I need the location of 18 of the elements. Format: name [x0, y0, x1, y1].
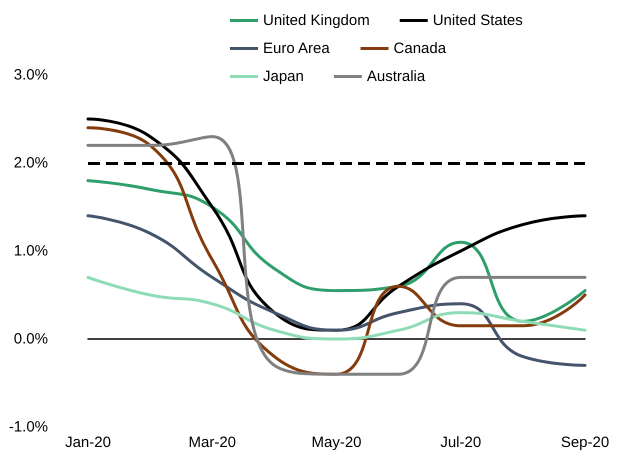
legend-label: United Kingdom: [263, 12, 370, 29]
y-tick-label: 1.0%: [14, 242, 48, 260]
x-tick-label: Sep-20: [560, 434, 610, 451]
y-tick-label: 2.0%: [14, 154, 48, 172]
y-tick-label: 3.0%: [14, 66, 48, 84]
y-tick-label: 0.0%: [14, 330, 48, 348]
x-tick-label: May-20: [311, 434, 362, 451]
legend-label: Japan: [263, 68, 304, 85]
y-tick-label: -1.0%: [8, 418, 48, 436]
x-tick-label: Jul-20: [440, 434, 482, 451]
x-tick-label: Mar-20: [188, 434, 236, 451]
legend-label: Euro Area: [263, 40, 330, 57]
x-tick-label: Jan-20: [65, 434, 111, 451]
legend-label: Canada: [394, 40, 447, 57]
legend-label: Australia: [366, 68, 426, 85]
line-series: [86, 276, 586, 340]
legend-label: United States: [432, 12, 523, 29]
line-series: [86, 214, 586, 367]
